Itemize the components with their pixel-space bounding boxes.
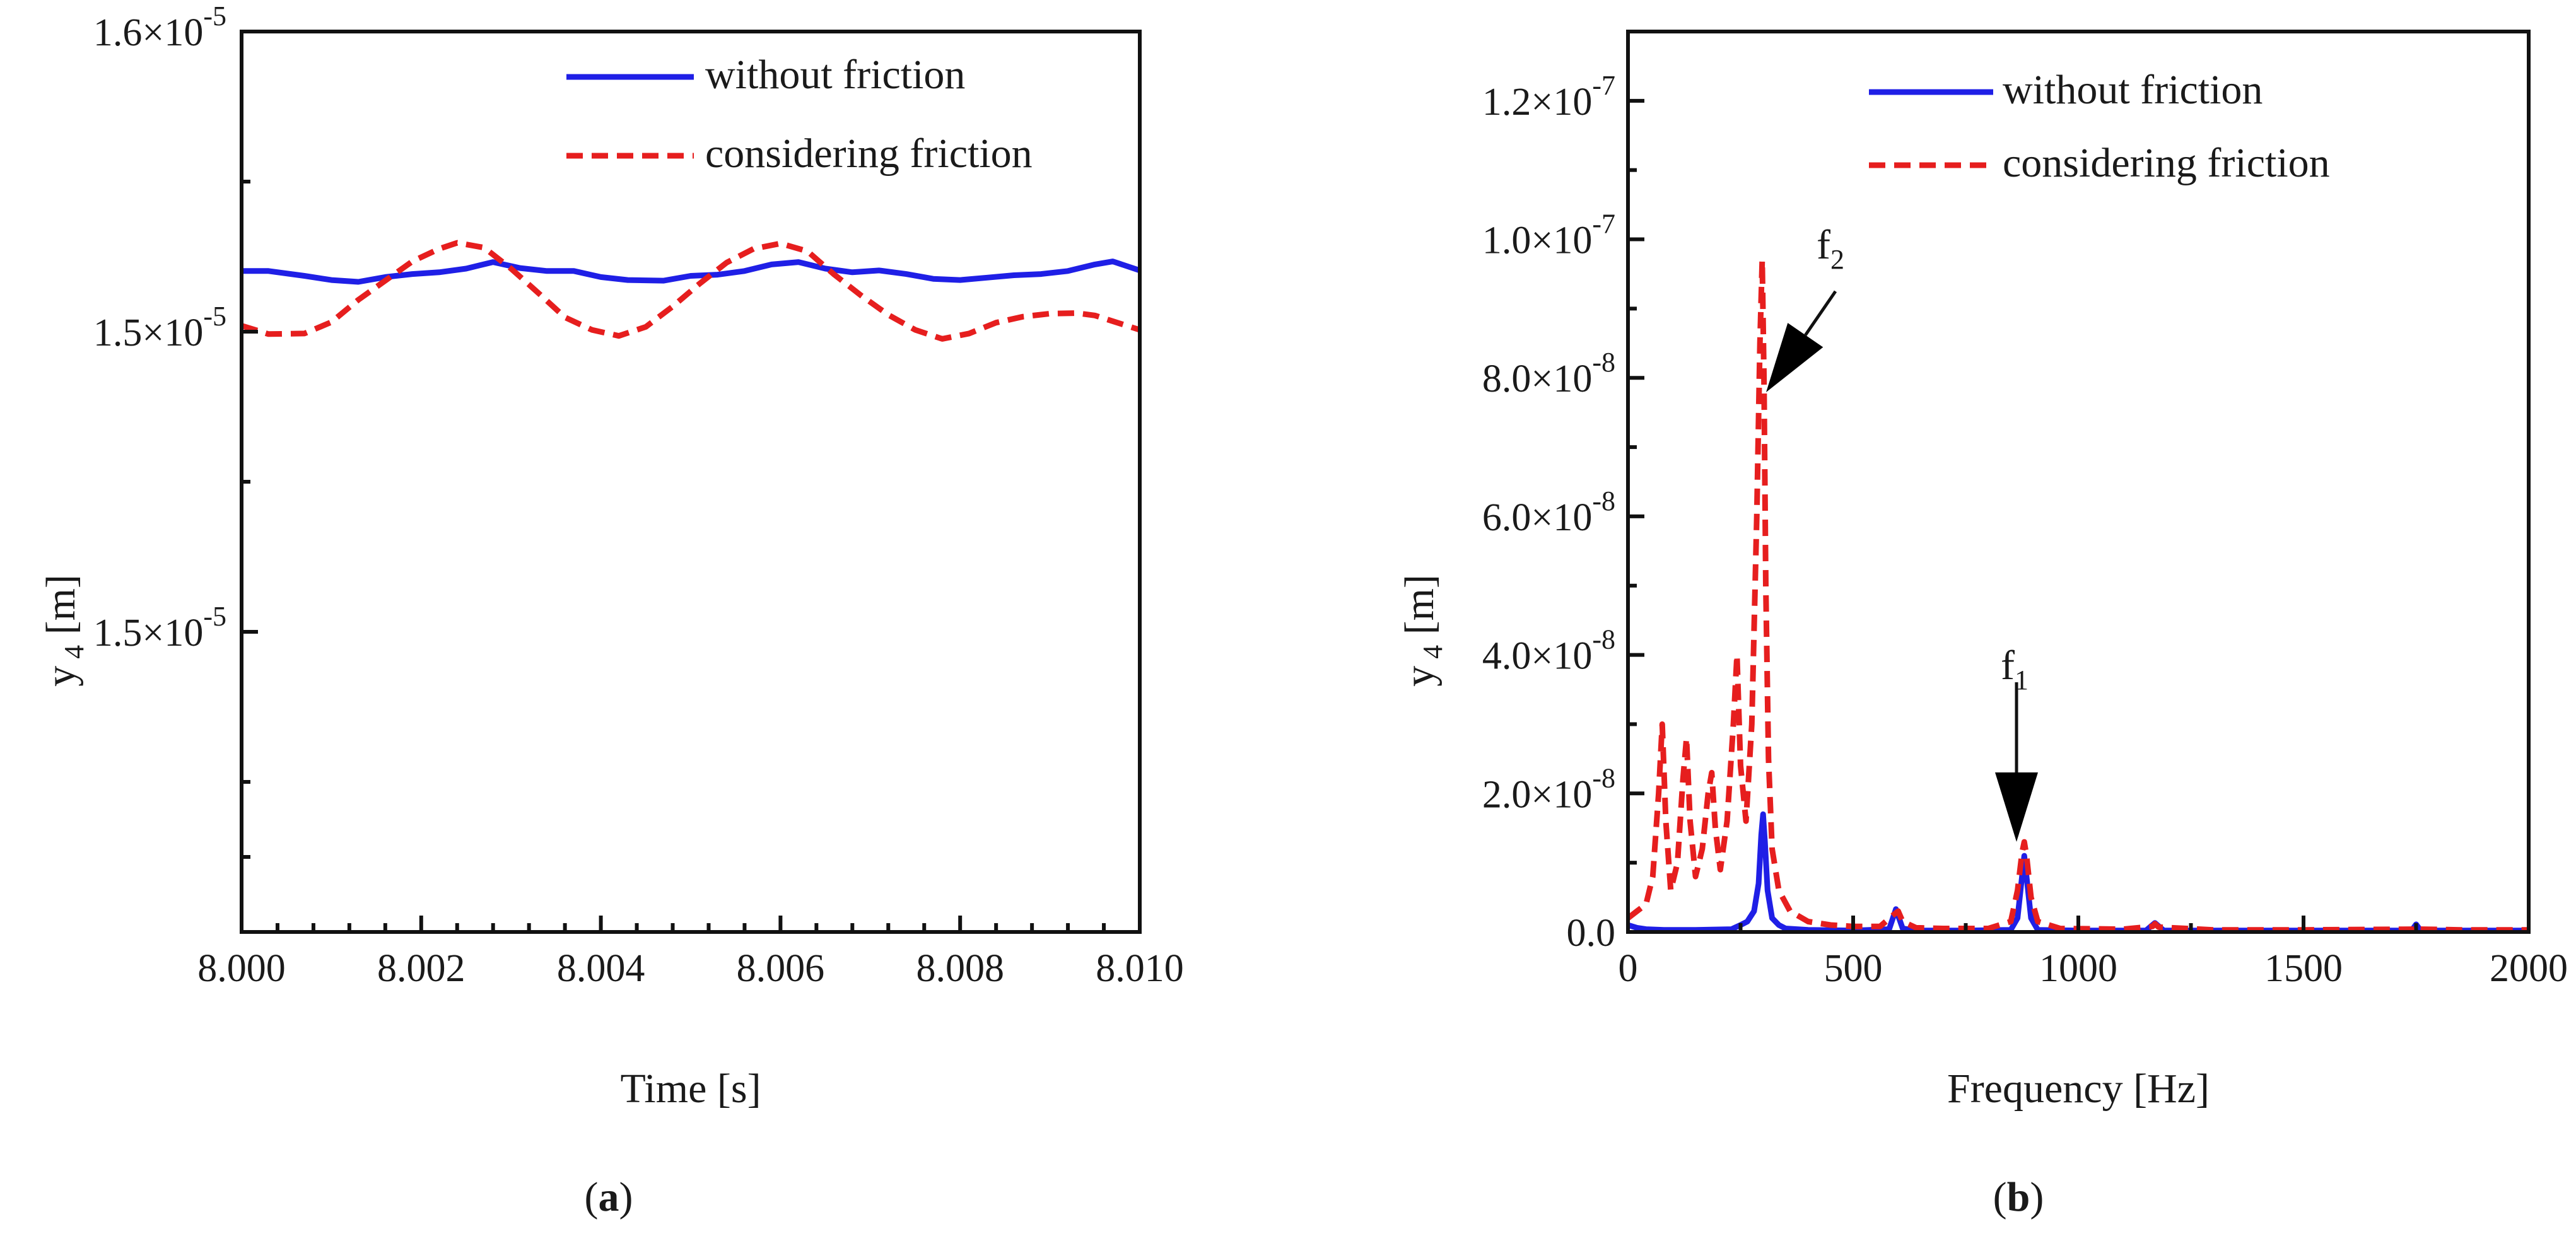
x-axis-title: Time [s] [620, 1066, 761, 1112]
x-tick-label: 1500 [2264, 947, 2343, 990]
x-tick-label: 8.008 [916, 947, 1004, 990]
x-tick-label: 2000 [2490, 947, 2568, 990]
panel-label-b: (b) [1993, 1174, 2044, 1220]
series-line-considering-friction [242, 240, 1140, 342]
legend-label: without friction [705, 52, 965, 98]
series-line-considering-friction [1628, 257, 2529, 932]
x-tick-label: 8.000 [197, 947, 286, 990]
legend-label: without friction [2003, 67, 2263, 113]
legend-label: considering friction [2003, 140, 2330, 186]
annotation-arrow-head [1995, 772, 2038, 842]
x-tick-label: 8.002 [377, 947, 465, 990]
annotation-f1: f1 [2001, 643, 2029, 696]
annotation-f2: f2 [1817, 222, 1844, 275]
chart-panel-a: 8.000 8.002 8.004 8.006 8.008 8.010 1.5×10-5 1.… [38, 1, 1184, 1220]
series-line-without-friction [242, 259, 1140, 285]
y-tick-label: 4.0×10-8 [1482, 624, 1615, 678]
x-axis-title: Frequency [Hz] [1947, 1066, 2210, 1112]
y-axis-title: y 4 [m] [1396, 574, 1448, 687]
y-tick-label: 0.0 [1567, 912, 1616, 955]
x-tick-label: 8.010 [1096, 947, 1184, 990]
y-tick-label: 1.6×10-5 [93, 1, 226, 54]
x-tick-label: 0 [1619, 947, 1638, 990]
y-tick-label: 6.0×10-8 [1482, 486, 1615, 539]
panel-label-a: (a) [585, 1174, 633, 1220]
annotation-arrow-shaft [1804, 290, 1837, 336]
y-tick-label: 2.0×10-8 [1482, 762, 1615, 816]
y-tick-label: 1.0×10-7 [1482, 209, 1615, 262]
y-axis-title: y 4 [m] [38, 574, 90, 687]
chart-panel-b: 0 500 1000 1500 2000 0.0 2.0×10-8 4.0×10-8 6.0×1… [1396, 30, 2568, 1220]
series-line-without-friction [1628, 811, 2529, 932]
legend-label: considering friction [705, 131, 1033, 177]
y-tick-label: 1.2×10-7 [1482, 70, 1615, 124]
x-tick-label: 500 [1824, 947, 1883, 990]
x-tick-label: 8.006 [737, 947, 825, 990]
annotation-arrow-head [1766, 323, 1824, 392]
x-tick-label: 8.004 [557, 947, 645, 990]
y-tick-label: 1.5×10-5 [93, 301, 226, 354]
x-tick-label: 1000 [2039, 947, 2117, 990]
y-tick-label: 8.0×10-8 [1482, 347, 1615, 400]
y-tick-label: 1.5×10-5 [93, 601, 226, 655]
